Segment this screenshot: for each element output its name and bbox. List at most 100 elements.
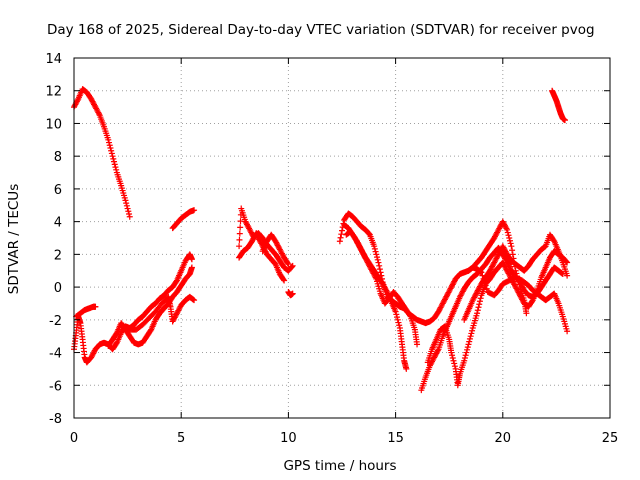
data-point [451,363,458,370]
data-point [280,276,287,283]
data-point [478,269,485,276]
data-point [395,319,402,326]
data-point [236,243,243,250]
chart-title: Day 168 of 2025, Sidereal Day-to-day VTE… [47,22,595,38]
y-tick-label: 12 [45,85,62,100]
y-tick-label: -6 [49,379,62,394]
x-tick-label: 10 [280,431,297,446]
data-point [111,158,118,165]
data-point [106,142,113,149]
data-point [479,272,486,279]
series-arc-18 [499,251,566,300]
data-point [414,341,421,348]
data-point [467,333,474,340]
series-arc-16 [461,231,571,323]
data-point [96,110,103,117]
data-point [448,349,455,356]
data-point [237,224,244,231]
x-tick-label: 0 [70,431,78,446]
data-point [449,355,456,361]
data-point [122,197,129,204]
data-point [188,264,195,271]
data-point [506,237,513,244]
series-arc-19 [549,87,568,124]
data-point [450,357,457,364]
data-point [113,166,120,173]
data-point [504,226,511,233]
data-point [289,290,296,297]
data-point [509,251,516,258]
y-tick-label: 4 [54,216,62,231]
data-point [461,357,468,364]
data-point [394,314,401,321]
data-point [371,245,378,252]
data-point [476,301,483,308]
data-point [403,365,410,372]
data-point [339,227,345,234]
data-point [236,236,243,243]
y-tick-label: 0 [54,281,62,296]
data-point [126,213,133,220]
data-point [480,275,487,282]
data-point [92,303,99,310]
data-point [451,360,458,367]
data-point [106,139,113,146]
data-point [191,297,198,304]
data-point [523,310,530,317]
data-point [110,155,117,162]
data-point [105,136,112,143]
plot-frame [73,57,611,419]
data-point [371,243,378,250]
y-tick-label: -2 [49,314,62,329]
y-tick-label: 10 [45,117,62,132]
data-point [284,260,291,267]
data-point [506,235,513,241]
data-point [108,150,115,157]
x-tick-label: 20 [495,431,512,446]
data-point [126,211,133,217]
series-arc-3 [73,303,99,320]
axes [73,57,611,419]
data-point [483,285,490,292]
data-point [509,247,516,254]
data-point [464,346,471,353]
data-point [111,161,118,168]
data-points [71,86,571,394]
data-point [383,287,390,294]
x-tick-label: 5 [177,431,185,446]
series-arc-15 [424,248,571,389]
data-point [374,254,381,261]
data-point [285,261,292,268]
data-point [406,312,413,319]
data-point [375,259,382,266]
y-tick-label: 14 [45,52,62,67]
data-point [123,200,130,207]
y-tick-label: -4 [49,347,62,362]
data-point [466,338,473,345]
data-point [281,277,288,284]
data-point [374,256,381,263]
series-arc-10 [285,289,296,299]
data-point [123,202,130,209]
data-point [508,243,515,250]
data-point [563,258,570,265]
data-point [107,145,114,151]
y-tick-label: 6 [54,183,62,198]
series-arc-5 [120,293,198,333]
data-point [477,295,484,302]
data-point [507,240,514,247]
y-tick-label: 8 [54,150,62,165]
data-point [476,298,483,305]
data-point [466,335,473,342]
series-arc-6 [169,207,198,232]
data-point [125,208,132,215]
data-point [288,263,295,270]
data-point [564,328,571,335]
data-point [376,266,383,273]
data-point [475,304,482,311]
data-point [474,310,481,317]
data-point [559,271,566,277]
data-point [237,218,244,225]
data-point [236,230,243,237]
